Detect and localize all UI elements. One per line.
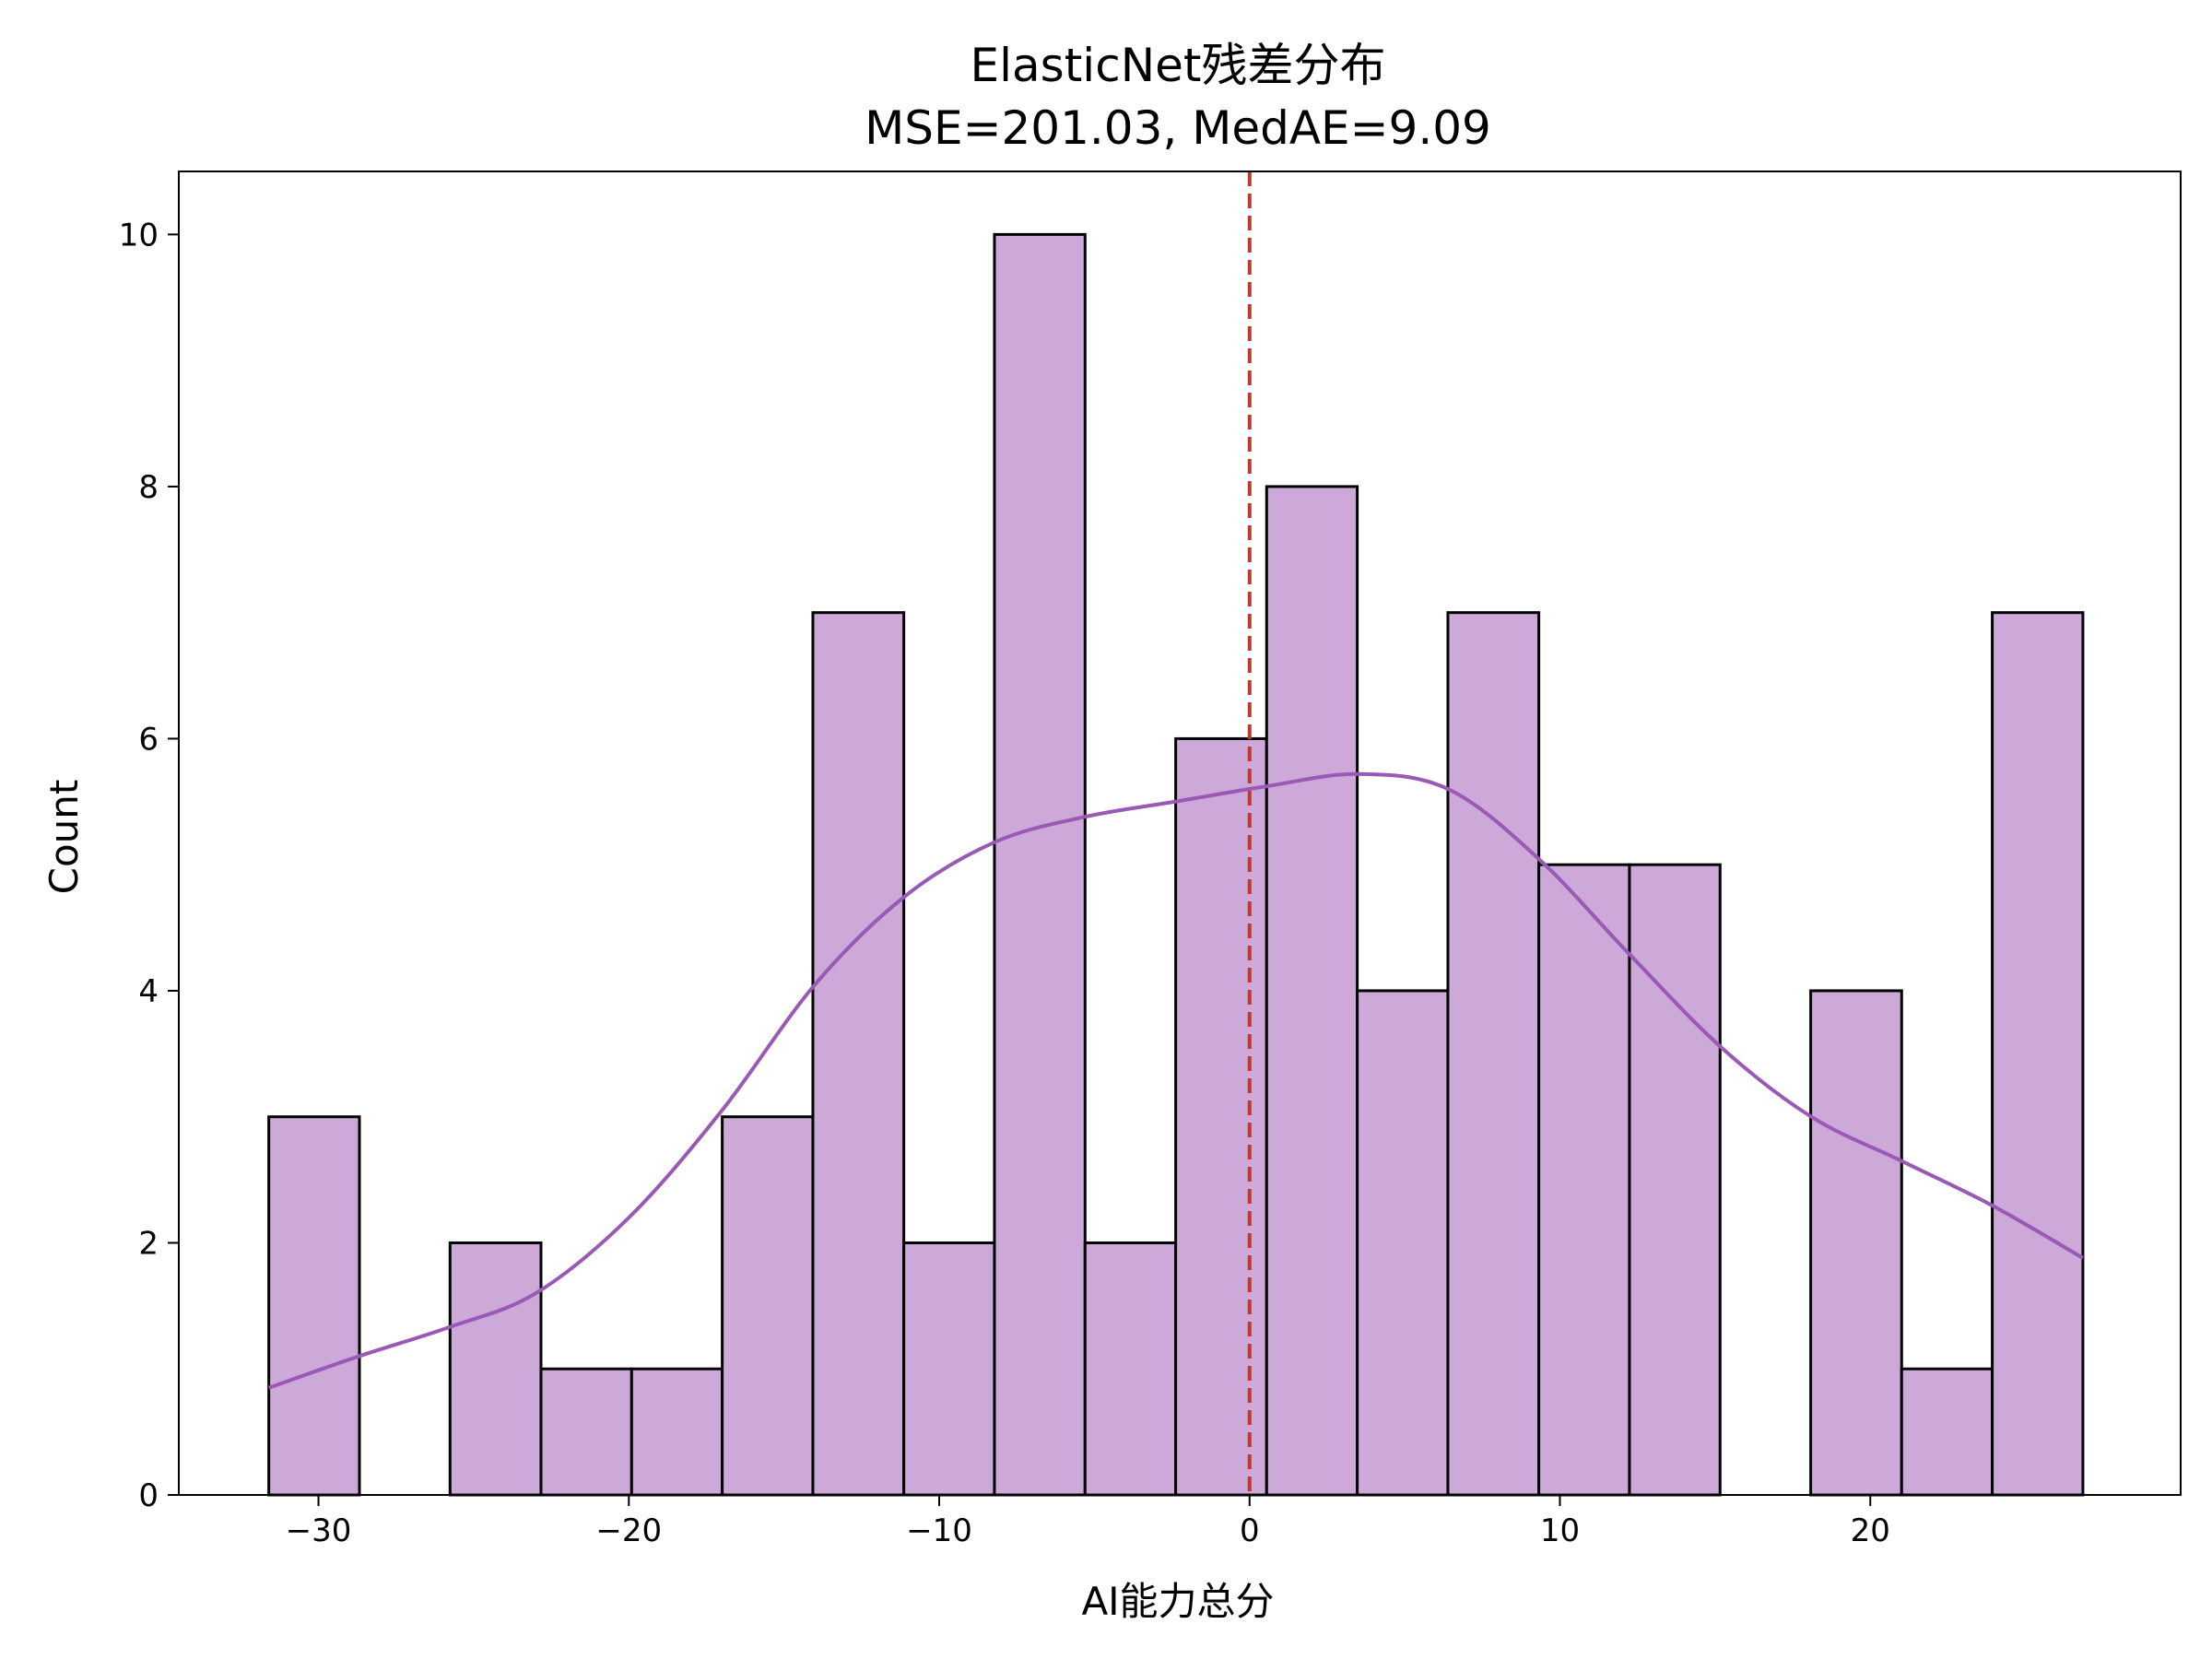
chart-title-line1: ElasticNet残差分布 xyxy=(971,39,1386,92)
x-tick-label: −20 xyxy=(595,1512,662,1549)
histogram-bar-4 xyxy=(539,1367,633,1497)
y-tick-label: 8 xyxy=(138,469,159,506)
histogram-bar-11 xyxy=(1174,736,1268,1497)
x-axis-ticks: −30 −20 −10 0 10 20 xyxy=(286,1495,1890,1549)
kde-curve xyxy=(267,771,2084,1390)
histogram-bar-7 xyxy=(811,611,906,1497)
x-tick-label: 10 xyxy=(1540,1512,1580,1549)
histogram-bar-18 xyxy=(1809,989,1903,1497)
y-tick-label: 10 xyxy=(119,217,159,253)
histogram-bar-20 xyxy=(1991,611,2085,1497)
y-tick-label: 2 xyxy=(138,1225,159,1262)
histogram-bar-5 xyxy=(629,1367,724,1497)
x-tick-label: 0 xyxy=(1240,1512,1260,1549)
histogram-bar-10 xyxy=(1083,1241,1178,1497)
x-axis-label: AI能力总分 xyxy=(1081,1579,1274,1624)
histogram-bar-3 xyxy=(448,1241,543,1497)
chart-title-line2: MSE=201.03, MedAE=9.09 xyxy=(865,101,1491,155)
chart-title: ElasticNet残差分布 MSE=201.03, MedAE=9.09 xyxy=(865,39,1491,155)
y-axis-label: Count xyxy=(41,780,87,895)
histogram-bars xyxy=(267,232,2085,1497)
histogram-bar-13 xyxy=(1356,989,1450,1497)
y-tick-label: 4 xyxy=(138,973,159,1010)
x-tick-label: −10 xyxy=(906,1512,972,1549)
y-axis-ticks: 0 2 4 6 8 10 xyxy=(119,217,179,1514)
histogram-bar-6 xyxy=(721,1115,815,1497)
histogram-bar-14 xyxy=(1446,611,1541,1497)
histogram-bar-15 xyxy=(1537,863,1631,1497)
kde-curve-group xyxy=(267,771,2084,1390)
histogram-bar-19 xyxy=(1900,1367,1994,1497)
histogram-bar-8 xyxy=(902,1241,996,1497)
histogram-bar-1 xyxy=(267,1115,361,1497)
histogram-bar-9 xyxy=(993,232,1087,1497)
histogram-bar-16 xyxy=(1628,863,1722,1497)
histogram-bar-12 xyxy=(1265,485,1359,1497)
x-tick-label: 20 xyxy=(1851,1512,1890,1549)
y-tick-label: 6 xyxy=(138,721,159,758)
y-tick-label: 0 xyxy=(138,1477,159,1514)
x-tick-label: −30 xyxy=(286,1512,352,1549)
plot-frame xyxy=(178,171,2182,1496)
